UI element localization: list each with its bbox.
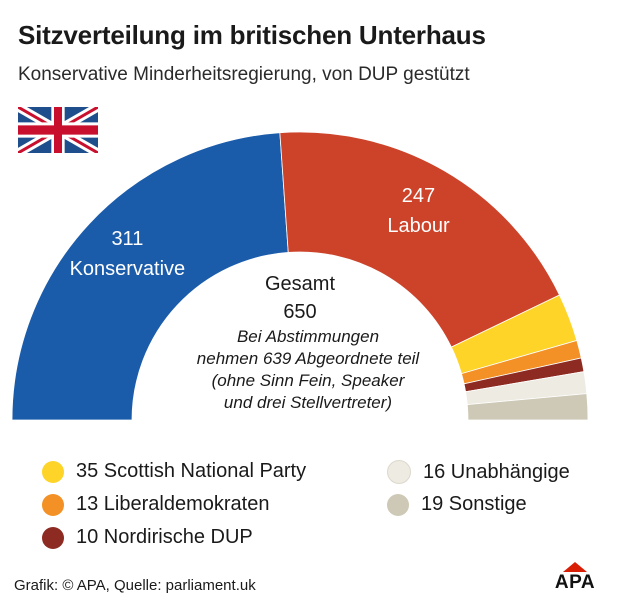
- segment-label-labour: Labour: [387, 215, 450, 237]
- seat-segment-sonstige: [466, 393, 589, 421]
- total-value: 650: [283, 301, 316, 323]
- union-jack-flag-icon: [18, 107, 98, 153]
- chart-title: Sitzverteilung im britischen Unterhaus: [18, 20, 486, 50]
- source-note: Grafik: © APA, Quelle: parliament.uk: [14, 577, 256, 594]
- segment-label-konservative: Konservative: [70, 258, 186, 280]
- voting-note-line: nehmen 639 Abgeordnete teil: [197, 349, 421, 368]
- apa-logo-text: APA: [554, 572, 596, 593]
- voting-note-line: Bei Abstimmungen: [237, 327, 379, 346]
- apa-logo: APA: [542, 562, 608, 594]
- seat-segment-konservative: [11, 132, 289, 421]
- seat-segment-labour: [279, 131, 561, 348]
- voting-note-line: (ohne Sinn Fein, Speaker: [212, 371, 406, 390]
- chart-subtitle: Konservative Minderheitsregierung, von D…: [18, 64, 470, 85]
- apa-logo-roof-icon: [563, 562, 587, 572]
- segment-value-labour: 247: [402, 185, 435, 207]
- voting-note-line: und drei Stellvertreter): [224, 393, 392, 412]
- segment-value-konservative: 311: [111, 228, 143, 250]
- total-label: Gesamt: [265, 273, 335, 295]
